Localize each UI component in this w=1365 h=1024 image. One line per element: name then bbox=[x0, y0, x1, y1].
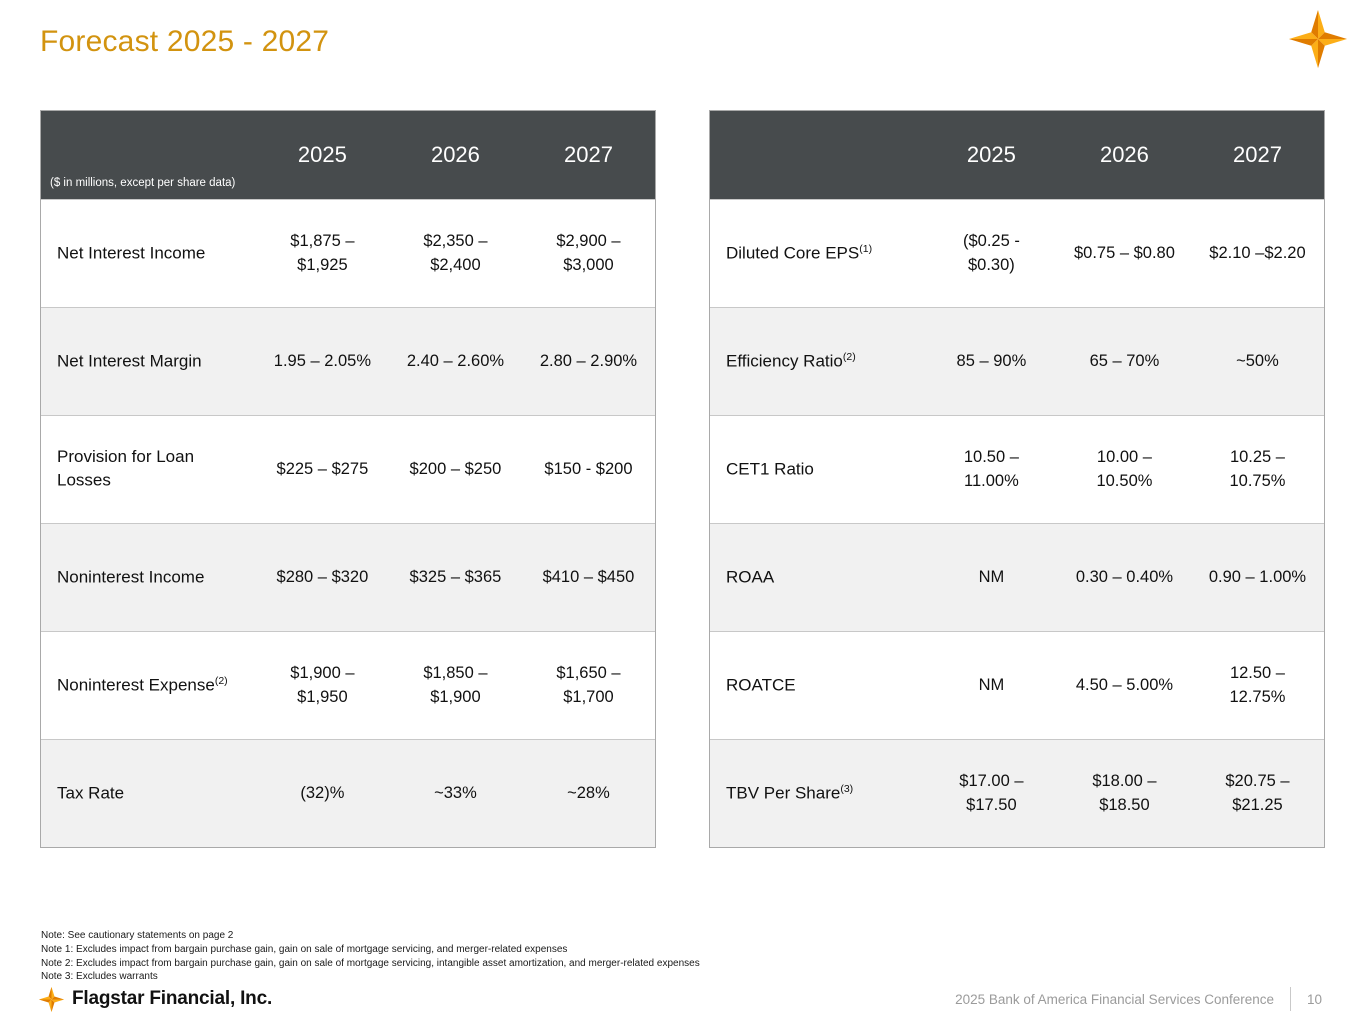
page-number: 10 bbox=[1307, 991, 1323, 1007]
footer-meta: 2025 Bank of America Financial Services … bbox=[955, 987, 1325, 1011]
value-cell: $2,900 – $3,000 bbox=[556, 231, 621, 274]
value-cell: 65 – 70% bbox=[1089, 351, 1160, 370]
table-row: Noninterest Expense(2) $1,900 – $1,950 $… bbox=[41, 631, 655, 739]
value-cell: $280 – $320 bbox=[276, 567, 369, 586]
value-cell: $200 – $250 bbox=[409, 459, 502, 478]
row-label: Efficiency Ratio bbox=[726, 351, 843, 371]
value-cell: $20.75 – $21.25 bbox=[1225, 771, 1290, 814]
value-cell: 4.50 – 5.00% bbox=[1075, 675, 1174, 694]
value-cell: 2.40 – 2.60% bbox=[406, 351, 505, 370]
footnote: Note 2: Excludes impact from bargain pur… bbox=[41, 957, 700, 969]
column-header-2025: 2025 bbox=[966, 142, 1016, 167]
value-cell: $17.00 – $17.50 bbox=[959, 771, 1024, 814]
column-header-2026: 2026 bbox=[1099, 142, 1149, 167]
row-label: ROATCE bbox=[726, 675, 796, 695]
value-cell: 85 – 90% bbox=[956, 351, 1027, 370]
footnotes: Note: See cautionary statements on page … bbox=[41, 929, 700, 984]
table-unit-label bbox=[710, 111, 925, 199]
footnote-marker: (3) bbox=[840, 782, 854, 795]
column-header-2025: 2025 bbox=[297, 142, 347, 167]
row-label: Net Interest Income bbox=[57, 243, 206, 263]
value-cell: $1,875 – $1,925 bbox=[290, 231, 355, 274]
row-label: Noninterest Income bbox=[57, 567, 205, 587]
row-label: Diluted Core EPS bbox=[726, 243, 860, 263]
value-cell: 12.50 – 12.75% bbox=[1229, 663, 1286, 706]
company-brand: Flagstar Financial, Inc. bbox=[38, 986, 272, 1013]
column-header-2027: 2027 bbox=[563, 142, 613, 167]
value-cell: 10.00 – 10.50% bbox=[1096, 447, 1153, 490]
table-row: ROAA NM 0.30 – 0.40% 0.90 – 1.00% bbox=[710, 523, 1324, 631]
value-cell: 0.90 – 1.00% bbox=[1208, 567, 1307, 586]
page-title: Forecast 2025 - 2027 bbox=[40, 25, 330, 58]
conference-title: 2025 Bank of America Financial Services … bbox=[955, 991, 1274, 1007]
value-cell: $1,850 – $1,900 bbox=[423, 663, 488, 706]
row-label: Tax Rate bbox=[57, 783, 125, 803]
value-cell: ~33% bbox=[434, 783, 477, 802]
table-row: Net Interest Income $1,875 – $1,925 $2,3… bbox=[41, 199, 655, 307]
value-cell: $225 – $275 bbox=[276, 459, 369, 478]
table-row: Efficiency Ratio(2) 85 – 90% 65 – 70% ~5… bbox=[710, 307, 1324, 415]
table-row: TBV Per Share(3) $17.00 – $17.50 $18.00 … bbox=[710, 739, 1324, 847]
footnote-marker: (2) bbox=[214, 674, 228, 687]
slide-footer: Flagstar Financial, Inc. 2025 Bank of Am… bbox=[38, 980, 1325, 1018]
value-cell: 10.50 – 11.00% bbox=[963, 447, 1019, 490]
value-cell: NM bbox=[978, 567, 1005, 586]
value-cell: $0.75 – $0.80 bbox=[1073, 243, 1175, 262]
row-label: CET1 Ratio bbox=[726, 459, 814, 479]
forecast-table-right: 2025 2026 2027 Diluted Core EPS(1) ($0.2… bbox=[709, 110, 1325, 848]
table-row: Provision for Loan Losses $225 – $275 $2… bbox=[41, 415, 655, 523]
value-cell: 2.80 – 2.90% bbox=[539, 351, 638, 370]
value-cell: $2,350 – $2,400 bbox=[423, 231, 488, 274]
value-cell: $18.00 – $18.50 bbox=[1092, 771, 1157, 814]
footnote-marker: (1) bbox=[859, 242, 873, 255]
table-unit-label: ($ in millions, except per share data) bbox=[50, 177, 236, 190]
value-cell: $1,900 – $1,950 bbox=[290, 663, 355, 706]
value-cell: $325 – $365 bbox=[409, 567, 502, 586]
column-header-2026: 2026 bbox=[430, 142, 480, 167]
flagstar-star-icon bbox=[38, 986, 65, 1012]
footnote: Note 1: Excludes impact from bargain pur… bbox=[41, 943, 568, 955]
row-label: Net Interest Margin bbox=[57, 351, 202, 371]
footnote-marker: (2) bbox=[842, 350, 856, 363]
value-cell: ($0.25 - $0.30) bbox=[962, 231, 1020, 274]
table-row: CET1 Ratio 10.50 – 11.00% 10.00 – 10.50%… bbox=[710, 415, 1324, 523]
forecast-table-left: ($ in millions, except per share data) 2… bbox=[40, 110, 656, 848]
value-cell: ~50% bbox=[1236, 351, 1279, 370]
row-label: Provision for Loan Losses bbox=[57, 447, 195, 490]
row-label: Noninterest Expense bbox=[57, 675, 215, 695]
value-cell: $1,650 – $1,700 bbox=[556, 663, 621, 706]
column-header-2027: 2027 bbox=[1232, 142, 1282, 167]
table-header-row: 2025 2026 2027 bbox=[710, 111, 1324, 199]
value-cell: NM bbox=[978, 675, 1005, 694]
company-name: Flagstar Financial, Inc. bbox=[72, 988, 273, 1009]
table-row: Net Interest Margin 1.95 – 2.05% 2.40 – … bbox=[41, 307, 655, 415]
table-row: Diluted Core EPS(1) ($0.25 - $0.30) $0.7… bbox=[710, 199, 1324, 307]
flagstar-star-logo bbox=[1288, 9, 1348, 69]
table-header-row: ($ in millions, except per share data) 2… bbox=[41, 111, 655, 199]
table-row: Noninterest Income $280 – $320 $325 – $3… bbox=[41, 523, 655, 631]
value-cell: ~28% bbox=[567, 783, 610, 802]
value-cell: $410 – $450 bbox=[542, 567, 635, 586]
footer-divider bbox=[1290, 987, 1291, 1011]
table-row: Tax Rate (32)% ~33% ~28% bbox=[41, 739, 655, 847]
value-cell: $150 - $200 bbox=[544, 459, 633, 478]
value-cell: 10.25 – 10.75% bbox=[1229, 447, 1286, 490]
table-row: ROATCE NM 4.50 – 5.00% 12.50 – 12.75% bbox=[710, 631, 1324, 739]
value-cell: 1.95 – 2.05% bbox=[273, 351, 372, 370]
value-cell: $2.10 –$2.20 bbox=[1209, 243, 1306, 262]
value-cell: 0.30 – 0.40% bbox=[1075, 567, 1174, 586]
row-label: ROAA bbox=[726, 567, 775, 587]
footnote: Note 3: Excludes warrants bbox=[41, 971, 158, 983]
value-cell: (32)% bbox=[300, 783, 345, 802]
row-label: TBV Per Share bbox=[726, 783, 841, 803]
footnote: Note: See cautionary statements on page … bbox=[41, 930, 234, 941]
